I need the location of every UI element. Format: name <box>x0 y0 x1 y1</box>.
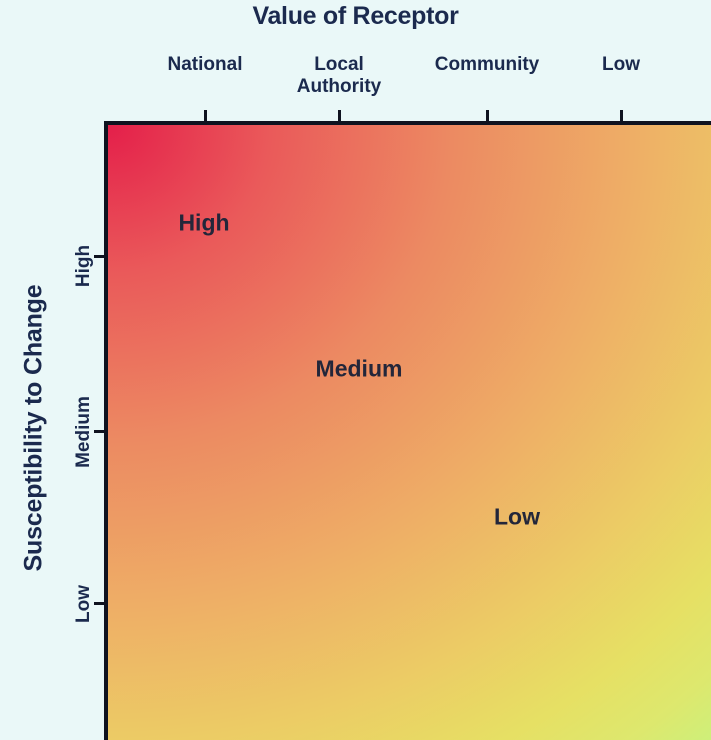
y-category-low: Low <box>73 585 94 623</box>
x-category-low: Low <box>602 54 640 76</box>
y-category-high: High <box>73 244 94 288</box>
region-label-medium: Medium <box>315 355 403 382</box>
x-tick-local-authority <box>338 110 341 123</box>
x-tick-low <box>620 110 623 123</box>
x-axis-title: Value of Receptor <box>252 2 459 30</box>
x-category-local-authority: Local Authority <box>297 54 381 98</box>
x-category-national-line2: National <box>167 54 243 75</box>
x-tick-community <box>486 110 489 123</box>
x-category-community-line2: Community <box>434 54 540 75</box>
y-tick-medium <box>94 430 106 433</box>
region-label-low: Low <box>494 503 540 530</box>
x-tick-national <box>204 110 207 123</box>
y-axis-title: Susceptibility to Change <box>19 284 48 572</box>
x-category-community: Community <box>435 54 540 76</box>
y-category-medium: Medium <box>73 396 94 468</box>
x-category-local-authority-line1: Local <box>314 54 364 75</box>
x-category-low-line2: Low <box>602 54 640 75</box>
x-category-local-authority-line2: Authority <box>296 76 382 97</box>
y-tick-low <box>94 602 106 605</box>
region-label-high: High <box>178 209 230 236</box>
x-category-national: National <box>168 54 243 76</box>
sensitivity-gradient-matrix: High Medium Low <box>104 121 711 740</box>
y-tick-high <box>94 255 106 258</box>
